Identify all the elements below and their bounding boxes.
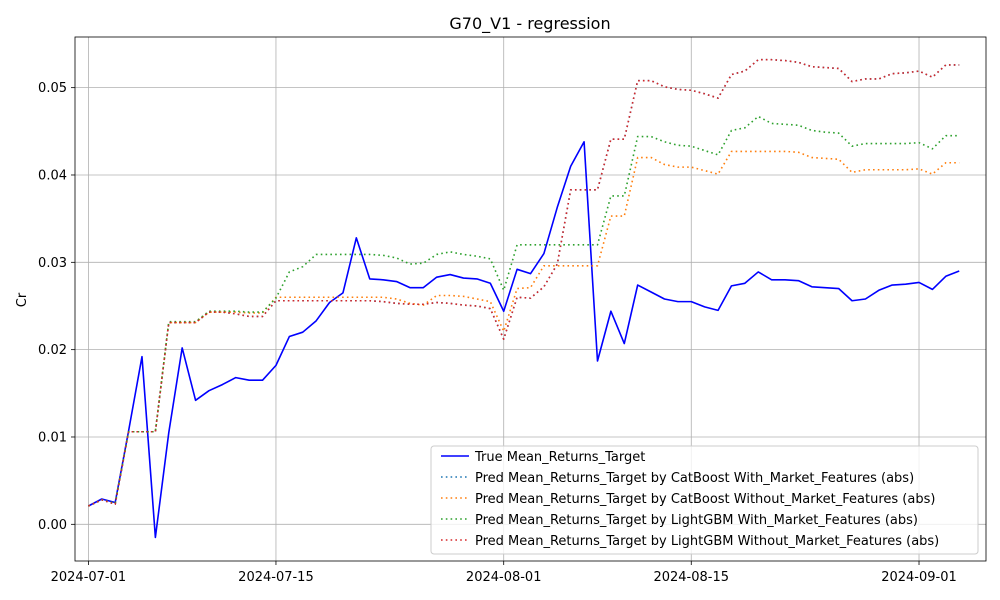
y-tick-label: 0.01 xyxy=(38,430,67,445)
y-tick-label: 0.02 xyxy=(38,343,67,358)
series-line-5 xyxy=(88,58,960,507)
y-tick-label: 0.03 xyxy=(38,256,67,271)
legend-entry-label: Pred Mean_Returns_Target by CatBoost Wit… xyxy=(475,471,914,486)
grid xyxy=(75,37,986,561)
x-tick-label: 2024-08-01 xyxy=(466,570,542,585)
legend-entry-label: True Mean_Returns_Target xyxy=(474,450,645,465)
x-tick-label: 2024-07-15 xyxy=(238,570,314,585)
x-tick-label: 2024-09-01 xyxy=(881,570,957,585)
plot-frame xyxy=(74,36,987,562)
legend: True Mean_Returns_Target Pred Mean_Return… xyxy=(430,445,979,555)
series-line-1 xyxy=(88,141,960,539)
chart-title: G70_V1 - regression xyxy=(449,14,610,34)
legend-box xyxy=(430,445,979,555)
series-line-4 xyxy=(88,115,960,507)
x-tick-label: 2024-07-01 xyxy=(51,570,127,585)
y-tick-label: 0.05 xyxy=(38,81,67,96)
legend-entry-label: Pred Mean_Returns_Target by CatBoost Wit… xyxy=(475,492,935,507)
y-tick-label: 0.00 xyxy=(38,518,67,533)
legend-entry-label: Pred Mean_Returns_Target by LightGBM Wit… xyxy=(475,534,939,549)
series-lines xyxy=(88,58,960,539)
y-tick-label: 0.04 xyxy=(38,168,67,183)
axes: 2024-07-01 2024-07-15 2024-08-01 2024-08-15… xyxy=(38,36,987,585)
legend-entry-label: Pred Mean_Returns_Target by LightGBM Wit… xyxy=(475,513,918,528)
x-tick-label: 2024-08-15 xyxy=(653,570,729,585)
y-axis-label: Cr xyxy=(15,292,30,307)
